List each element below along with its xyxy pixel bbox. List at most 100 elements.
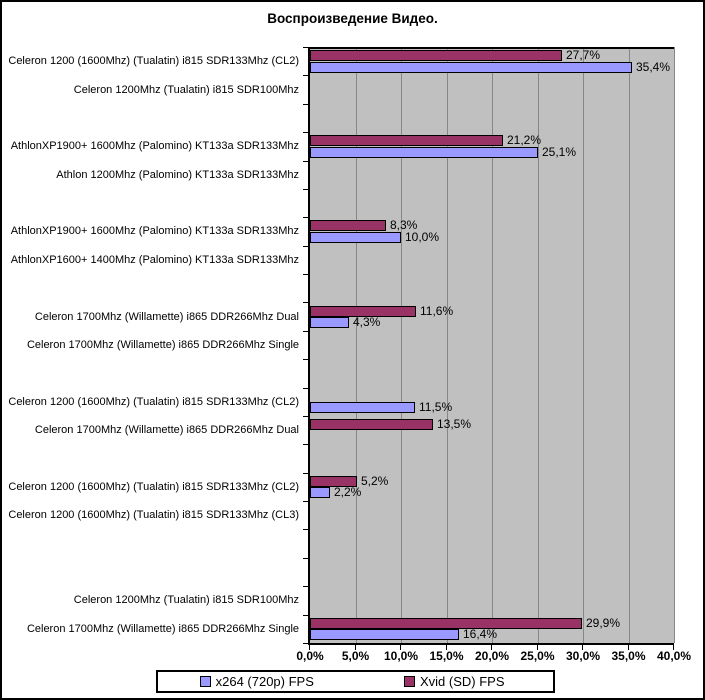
value-axis-tick xyxy=(673,645,674,650)
category-axis-tick xyxy=(303,246,308,247)
chart-title: Воспроизведение Видео. xyxy=(267,11,438,26)
category-axis-tick xyxy=(303,558,308,559)
bar-value-label: 8,3% xyxy=(390,218,418,233)
legend-label-xvid: Xvid (SD) FPS xyxy=(419,674,505,689)
gridline xyxy=(446,47,448,643)
category-label: Celeron 1700Mhz (Willamette) i865 DDR266… xyxy=(26,338,299,351)
category-axis-tick xyxy=(303,615,308,616)
value-axis-tick xyxy=(309,645,310,650)
bar-x264 xyxy=(310,317,349,329)
bar-x264 xyxy=(310,146,538,158)
bar-value-label: 5,2% xyxy=(361,473,389,488)
category-axis-tick xyxy=(303,359,308,360)
value-axis-tick-label: 0,0% xyxy=(296,649,324,663)
bar-value-label: 29,9% xyxy=(586,615,621,630)
bar-xvid xyxy=(310,305,416,317)
value-axis-tick-label: 20,0% xyxy=(474,649,510,663)
bar-xvid xyxy=(310,135,503,147)
category-label: Celeron 1200 (1600Mhz) (Tualatin) i815 S… xyxy=(8,55,299,68)
bar-value-label: 4,3% xyxy=(353,315,381,330)
category-label: AthlonXP1600+ 1400Mhz (Palomino) KT133a … xyxy=(10,253,299,266)
category-axis-tick xyxy=(303,416,308,417)
category-axis-tick xyxy=(303,75,308,76)
bar-xvid xyxy=(310,475,357,487)
gridline xyxy=(674,47,675,643)
category-axis-tick xyxy=(303,501,308,502)
bar-x264 xyxy=(310,61,632,73)
bar-value-label: 11,5% xyxy=(419,400,453,415)
value-axis-tick xyxy=(446,645,447,650)
category-label: Celeron 1200Mhz (Tualatin) i815 SDR100Mh… xyxy=(73,83,299,96)
category-axis-tick xyxy=(303,529,308,530)
bar-value-label: 27,7% xyxy=(566,48,601,63)
gridline xyxy=(355,47,357,643)
bar-xvid xyxy=(310,419,433,431)
category-label: AthlonXP1900+ 1600Mhz (Palomino) KT133a … xyxy=(10,225,299,238)
category-label: Celeron 1200 (1600Mhz) (Tualatin) i815 S… xyxy=(8,395,299,408)
plot-top-border xyxy=(308,47,674,49)
value-axis-tick-label: 40,0% xyxy=(656,649,692,663)
category-axis-tick xyxy=(303,161,308,162)
bar-value-label: 10,0% xyxy=(405,229,440,244)
value-axis-tick-label: 25,0% xyxy=(520,649,555,663)
category-axis-tick xyxy=(303,274,308,275)
value-axis-tick-label: 35,0% xyxy=(611,649,646,663)
value-axis-tick-label: 10,0% xyxy=(383,649,419,663)
value-axis-tick xyxy=(491,645,492,650)
gridline xyxy=(492,47,493,643)
legend: x264 (720p) FPS Xvid (SD) FPS xyxy=(156,670,555,693)
bar-xvid xyxy=(310,617,582,629)
value-axis-tick xyxy=(628,645,629,650)
category-axis-tick xyxy=(303,331,308,332)
category-axis-tick xyxy=(303,388,308,389)
category-label: Celeron 1700Mhz (Willamette) i865 DDR266… xyxy=(34,424,299,437)
category-axis xyxy=(308,47,310,645)
legend-marker-x264-icon xyxy=(199,676,211,687)
legend-entry-xvid: Xvid (SD) FPS xyxy=(356,674,554,689)
value-axis-tick xyxy=(355,645,356,650)
bar-xvid xyxy=(310,50,562,62)
bar-value-label: 21,2% xyxy=(507,133,542,148)
gridline xyxy=(583,47,584,643)
bar-x264 xyxy=(310,629,459,641)
category-axis-tick xyxy=(303,132,308,133)
category-axis-tick xyxy=(303,217,308,218)
legend-marker-xvid-icon xyxy=(403,676,415,687)
bar-value-label: 25,1% xyxy=(542,144,577,159)
category-axis-tick xyxy=(303,643,308,644)
category-label: Celeron 1700Mhz (Willamette) i865 DDR266… xyxy=(26,622,299,635)
category-axis-tick xyxy=(303,444,308,445)
value-axis-tick-label: 5,0% xyxy=(341,649,370,663)
category-label: Celeron 1200Mhz (Tualatin) i815 SDR100Mh… xyxy=(73,594,299,607)
category-label: Celeron 1200 (1600Mhz) (Tualatin) i815 S… xyxy=(8,509,299,522)
value-axis-tick xyxy=(400,645,401,650)
category-label: Athlon 1200Mhz (Palomino) KT133a SDR133M… xyxy=(56,168,299,181)
value-axis xyxy=(308,643,674,645)
bar-x264 xyxy=(310,402,415,414)
gridline xyxy=(401,47,402,643)
category-axis-tick xyxy=(303,47,308,48)
category-axis-tick xyxy=(303,302,308,303)
legend-label-x264: x264 (720p) FPS xyxy=(215,674,314,689)
bar-value-label: 35,4% xyxy=(636,59,671,74)
legend-entry-x264: x264 (720p) FPS xyxy=(158,674,356,689)
category-label: Celeron 1700Mhz (Willamette) i865 DDR266… xyxy=(34,310,299,323)
value-axis-tick xyxy=(582,645,583,650)
bar-x264 xyxy=(310,231,401,243)
category-label: AthlonXP1900+ 1600Mhz (Palomino) KT133a … xyxy=(10,140,299,153)
category-axis-tick xyxy=(303,104,308,105)
bar-value-label: 11,6% xyxy=(420,303,454,318)
gridline xyxy=(537,47,539,643)
category-axis-tick xyxy=(303,189,308,190)
category-axis-tick xyxy=(303,473,308,474)
bar-xvid xyxy=(310,220,386,232)
bar-value-label: 13,5% xyxy=(437,417,472,432)
value-axis-tick-label: 15,0% xyxy=(429,649,464,663)
bar-x264 xyxy=(310,487,330,499)
gridline xyxy=(628,47,630,643)
bar-value-label: 16,4% xyxy=(463,627,498,642)
bar-value-label: 2,2% xyxy=(334,485,362,500)
category-label: Celeron 1200 (1600Mhz) (Tualatin) i815 S… xyxy=(8,480,299,493)
category-axis-tick xyxy=(303,586,308,587)
